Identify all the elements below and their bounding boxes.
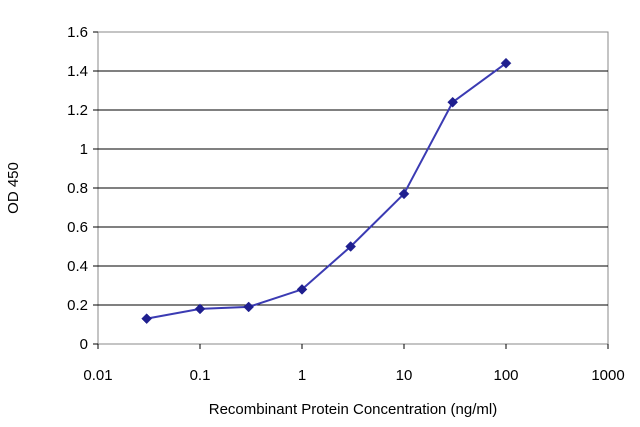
y-tick-label: 1 — [80, 141, 88, 158]
grid-lines — [98, 70, 608, 306]
data-point — [141, 313, 153, 325]
y-tick-label: 1.2 — [67, 102, 88, 119]
x-tick-label: 1000 — [591, 367, 624, 384]
y-tick-label: 0 — [80, 336, 88, 353]
y-tick-label: 0.2 — [67, 297, 88, 314]
y-tick-label: 1.6 — [67, 24, 88, 41]
x-tick-label: 0.1 — [190, 367, 211, 384]
x-axis-ticks: 0.01 0.1 1 10 100 1000 — [83, 344, 625, 384]
data-point — [243, 301, 255, 313]
data-point — [345, 241, 357, 252]
series-line — [146, 62, 507, 320]
y-tick-label: 0.8 — [67, 180, 88, 197]
series-group — [141, 57, 512, 325]
x-tick-label: 10 — [396, 367, 413, 384]
y-axis-ticks: 0 0.2 0.4 0.6 0.8 1 1.2 1.4 1.6 — [67, 24, 98, 353]
x-tick-label: 0.01 — [83, 367, 112, 384]
y-tick-label: 1.4 — [67, 63, 88, 80]
x-tick-label: 100 — [493, 367, 518, 384]
y-tick-label: 0.4 — [67, 258, 88, 275]
data-point — [194, 303, 206, 315]
data-point — [447, 96, 459, 108]
x-tick-label: 1 — [298, 367, 306, 384]
y-tick-label: 0.6 — [67, 219, 88, 236]
x-axis-title: Recombinant Protein Concentration (ng/ml… — [209, 401, 497, 418]
y-axis-title: OD 450 — [5, 162, 22, 214]
data-point — [296, 284, 308, 295]
data-point — [398, 188, 410, 200]
data-point — [500, 57, 512, 69]
